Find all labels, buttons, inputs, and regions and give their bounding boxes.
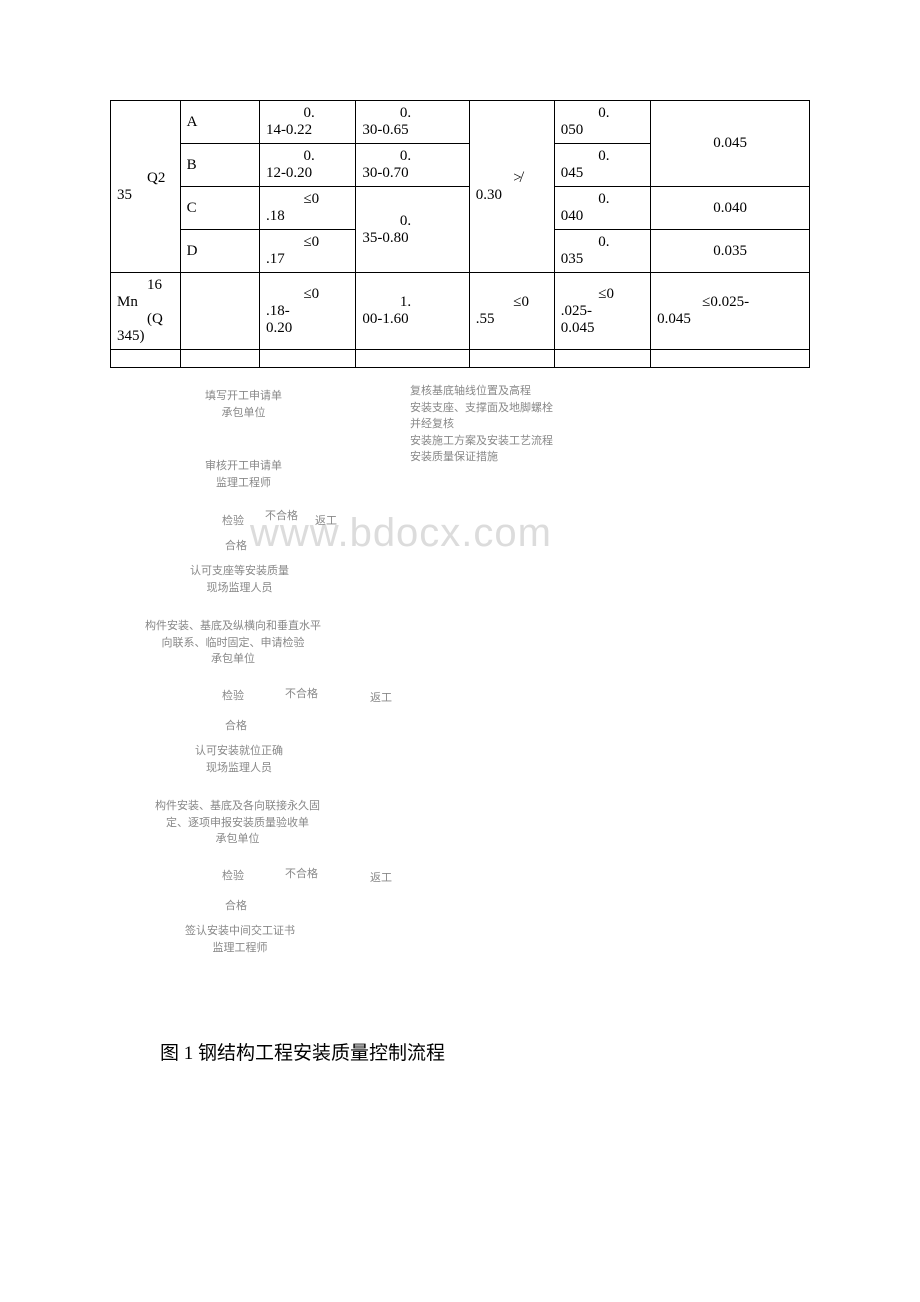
cell-mn: 0.30-0.70 [356,144,469,187]
table-row: Q235 A 0.14-0.22 0.30-0.65 ≯0.30 0.050 0… [111,101,810,144]
fc-node-signoff: 签认安装中间交工证书 监理工程师 [185,923,295,956]
cell-s: 0.040 [554,187,650,230]
cell-si: ≯0.30 [469,101,554,273]
fc-node-inspect-1: 检验 [222,513,244,530]
figure-caption: 图 1 钢结构工程安装质量控制流程 [160,1038,920,1065]
cell-steel-16mn: 16Mn(Q345) [111,273,181,350]
fc-node-inspect-2: 检验 [222,688,244,705]
cell-steel-q235: Q235 [111,101,181,273]
cell-c: 0.14-0.22 [259,101,355,144]
fc-label-rework-3: 返工 [370,870,392,887]
cell-mn: 0.35-0.80 [356,187,469,273]
cell-s: ≤0.025-0.045 [554,273,650,350]
fc-node-approve-2: 认可安装就位正确 现场监理人员 [195,743,283,776]
cell-p: 0.040 [651,187,810,230]
table-row-empty [111,350,810,368]
table-row: 16Mn(Q345) ≤0.18-0.20 1.00-1.60 ≤0.55 ≤0… [111,273,810,350]
cell-p: ≤0.025-0.045 [651,273,810,350]
fc-label-rework-2: 返工 [370,690,392,707]
fc-label-pass-3: 合格 [225,898,247,915]
cell-c: ≤0.18-0.20 [259,273,355,350]
cell-c: 0.12-0.20 [259,144,355,187]
cell-c: ≤0.18 [259,187,355,230]
fc-node-apply: 填写开工申请单 承包单位 [205,388,282,421]
empty-cell [180,350,259,368]
fc-label-pass-1: 合格 [225,538,247,555]
cell-grade [180,273,259,350]
cell-grade: C [180,187,259,230]
cell-s: 0.045 [554,144,650,187]
cell-p: 0.035 [651,230,810,273]
steel-composition-table: Q235 A 0.14-0.22 0.30-0.65 ≯0.30 0.050 0… [110,100,810,368]
empty-cell [356,350,469,368]
fc-node-install-2: 构件安装、基底及各向联接永久固 定、逐项申报安装质量验收单 承包单位 [155,798,320,848]
fc-node-approve-1: 认可支座等安装质量 现场监理人员 [190,563,289,596]
fc-node-review-notes: 复核基底轴线位置及高程 安装支座、支撑面及地脚螺栓 并经复核 安装施工方案及安装… [410,383,553,466]
empty-cell [111,350,181,368]
flowchart-diagram: www.bdocx.com 填写开工申请单 承包单位 复核基底轴线位置及高程 安… [110,388,810,1008]
fc-label-pass-2: 合格 [225,718,247,735]
empty-cell [554,350,650,368]
cell-si: ≤0.55 [469,273,554,350]
cell-s: 0.050 [554,101,650,144]
fc-label-fail-1: 不合格 [265,508,298,525]
fc-label-fail-3: 不合格 [285,866,318,883]
fc-node-audit: 审核开工申请单 监理工程师 [205,458,282,491]
empty-cell [469,350,554,368]
cell-grade: D [180,230,259,273]
cell-s: 0.035 [554,230,650,273]
cell-mn: 1.00-1.60 [356,273,469,350]
cell-p: 0.045 [651,101,810,187]
cell-c: ≤0.17 [259,230,355,273]
cell-mn: 0.30-0.65 [356,101,469,144]
fc-label-fail-2: 不合格 [285,686,318,703]
cell-grade: A [180,101,259,144]
fc-node-inspect-3: 检验 [222,868,244,885]
empty-cell [259,350,355,368]
fc-label-rework-1: 返工 [315,513,337,530]
cell-grade: B [180,144,259,187]
page-container: Q235 A 0.14-0.22 0.30-0.65 ≯0.30 0.050 0… [0,0,920,1125]
fc-node-install-1: 构件安装、基底及纵横向和垂直水平 向联系、临时固定、申请检验 承包单位 [145,618,321,668]
table-row: C ≤0.18 0.35-0.80 0.040 0.040 [111,187,810,230]
empty-cell [651,350,810,368]
